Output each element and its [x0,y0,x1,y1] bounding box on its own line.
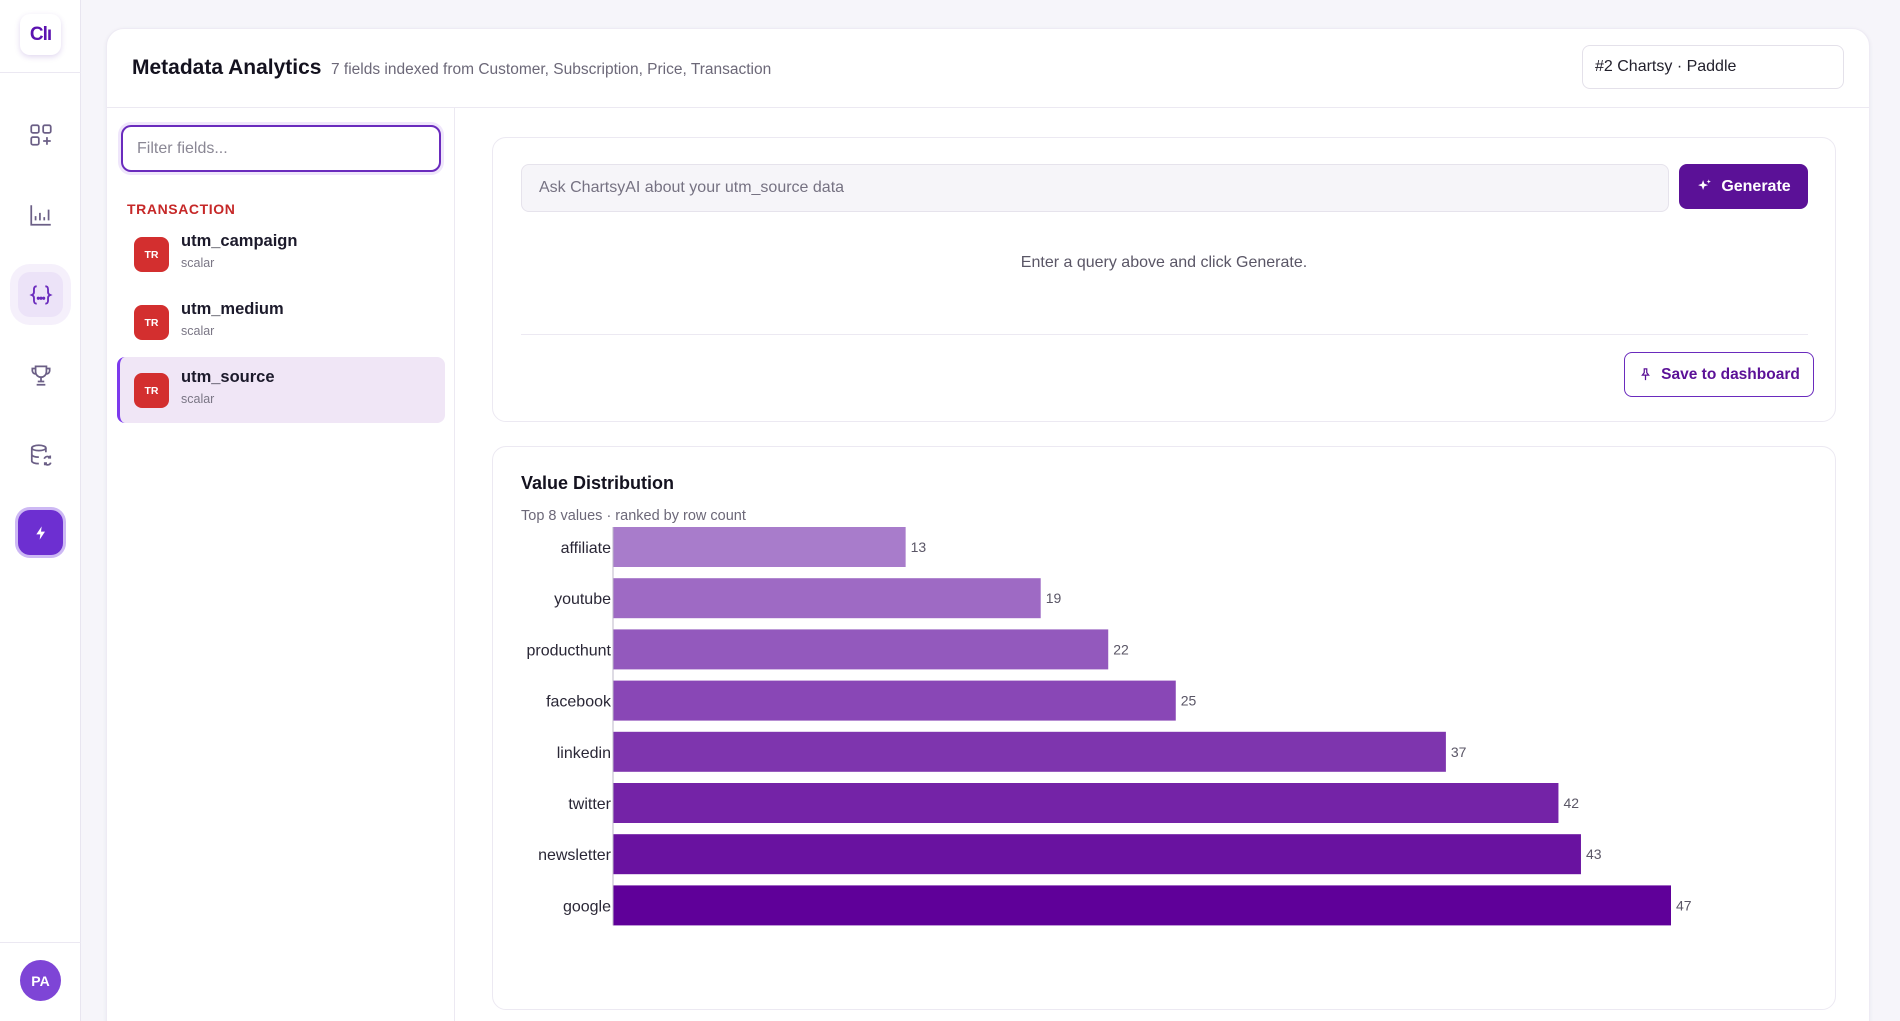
page-subtitle: 7 fields indexed from Customer, Subscrip… [331,61,772,78]
fields-panel: TRANSACTION TR utm_campaign scalar TR ut… [107,108,455,1021]
value-distribution-card: Value Distribution Top 8 values · ranked… [492,446,1836,1010]
bar[interactable] [613,885,1671,926]
database-sync-icon [30,443,52,466]
sidebar-rail: Clı PA [0,0,81,1021]
value-label: 25 [1181,693,1197,709]
category-label: google [563,898,611,915]
category-label: youtube [554,591,611,608]
category-label: twitter [568,796,611,813]
query-hint: Enter a query above and click Generate. [1020,254,1308,271]
field-type: scalar [181,324,215,338]
rail-data-sync-button[interactable] [18,432,63,477]
main-panel: Metadata Analytics 7 fields indexed from… [106,28,1870,1021]
value-label: 13 [911,539,927,555]
field-name: utm_source [181,368,275,386]
category-label: producthunt [526,642,611,659]
save-to-dashboard-button[interactable]: Save to dashboard [1624,352,1814,397]
entity-badge: TR [134,305,169,340]
rail-apps-button[interactable] [18,112,63,157]
generate-button[interactable]: Generate [1679,164,1808,209]
field-name: utm_medium [181,300,284,318]
category-label: linkedin [557,745,611,762]
chart-subtitle: Top 8 values · ranked by row count [521,508,746,524]
rail-ai-button[interactable] [18,510,63,555]
category-label: newsletter [538,847,612,864]
rail-charts-button[interactable] [18,192,63,237]
apps-add-icon [29,123,52,146]
field-type: scalar [181,256,215,270]
value-label: 37 [1451,744,1467,760]
value-label: 42 [1563,795,1579,811]
divider [521,334,1808,335]
bar[interactable] [613,834,1581,875]
group-label-transaction: TRANSACTION [127,201,236,217]
lightning-icon [35,525,45,540]
field-name: utm_campaign [181,232,298,250]
app-logo[interactable]: Clı [20,14,61,55]
value-label: 43 [1586,846,1602,862]
bar-chart-icon [29,204,51,226]
rail-divider-bottom [0,942,81,943]
field-item-utm-campaign[interactable]: TR utm_campaign scalar [117,221,445,287]
rail-goals-button[interactable] [18,352,63,397]
entity-badge: TR [134,237,169,272]
pin-icon [1641,368,1651,381]
field-item-utm-medium[interactable]: TR utm_medium scalar [117,289,445,355]
bar[interactable] [613,680,1176,721]
category-label: affiliate [561,540,612,557]
avatar[interactable]: PA [20,960,61,1001]
bar[interactable] [613,629,1109,670]
sparkles-icon [1698,179,1712,191]
bar-chart: affiliate 13 youtube 19 producthunt 22 faceboo… [526,527,1692,926]
value-label: 22 [1113,641,1129,657]
value-label: 19 [1046,590,1062,606]
rail-metadata-button[interactable] [18,272,63,317]
page-header: Metadata Analytics 7 fields indexed from… [107,29,1869,108]
value-label: 47 [1676,897,1692,913]
rail-divider [0,72,81,73]
trophy-icon [30,364,51,386]
chart-title: Value Distribution [521,473,675,493]
bar[interactable] [613,527,906,567]
page-title: Metadata Analytics [132,56,322,79]
bar[interactable] [613,578,1041,619]
category-label: facebook [546,694,612,711]
braces-icon [28,284,53,305]
field-type: scalar [181,392,215,406]
save-label: Save to dashboard [1661,365,1800,383]
ai-query-input[interactable] [521,164,1669,212]
bar[interactable] [613,783,1559,823]
field-item-utm-source[interactable]: TR utm_source scalar [117,357,445,423]
filter-fields-input[interactable] [121,125,441,172]
ai-query-card: Generate Enter a query above and click G… [492,137,1836,422]
bar[interactable] [613,731,1446,772]
entity-badge: TR [134,373,169,408]
generate-label: Generate [1721,177,1791,195]
project-selector[interactable]: #2 Chartsy · Paddle [1582,45,1844,89]
